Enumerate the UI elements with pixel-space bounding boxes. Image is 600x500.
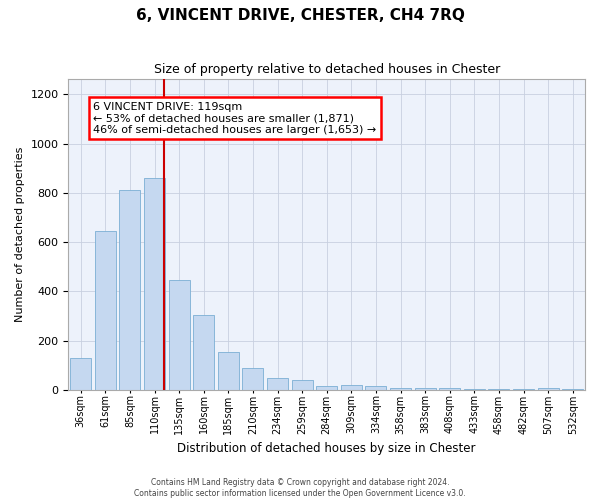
Bar: [341, 385, 362, 390]
Text: Contains HM Land Registry data © Crown copyright and database right 2024.
Contai: Contains HM Land Registry data © Crown c…: [134, 478, 466, 498]
Bar: [267, 378, 288, 390]
Bar: [119, 190, 140, 390]
Bar: [439, 388, 460, 390]
Bar: [415, 388, 436, 390]
Title: Size of property relative to detached houses in Chester: Size of property relative to detached ho…: [154, 62, 500, 76]
Bar: [70, 358, 91, 390]
Bar: [292, 380, 313, 390]
Bar: [95, 231, 116, 390]
Text: 6 VINCENT DRIVE: 119sqm
← 53% of detached houses are smaller (1,871)
46% of semi: 6 VINCENT DRIVE: 119sqm ← 53% of detache…: [93, 102, 376, 135]
Bar: [144, 178, 165, 390]
Bar: [316, 386, 337, 390]
Bar: [464, 389, 485, 390]
Bar: [242, 368, 263, 390]
Y-axis label: Number of detached properties: Number of detached properties: [15, 147, 25, 322]
X-axis label: Distribution of detached houses by size in Chester: Distribution of detached houses by size …: [178, 442, 476, 455]
Bar: [513, 389, 534, 390]
Text: 6, VINCENT DRIVE, CHESTER, CH4 7RQ: 6, VINCENT DRIVE, CHESTER, CH4 7RQ: [136, 8, 464, 22]
Bar: [562, 389, 583, 390]
Bar: [390, 388, 411, 390]
Bar: [488, 389, 509, 390]
Bar: [365, 386, 386, 390]
Bar: [218, 352, 239, 390]
Bar: [193, 315, 214, 390]
Bar: [169, 280, 190, 390]
Bar: [538, 388, 559, 390]
